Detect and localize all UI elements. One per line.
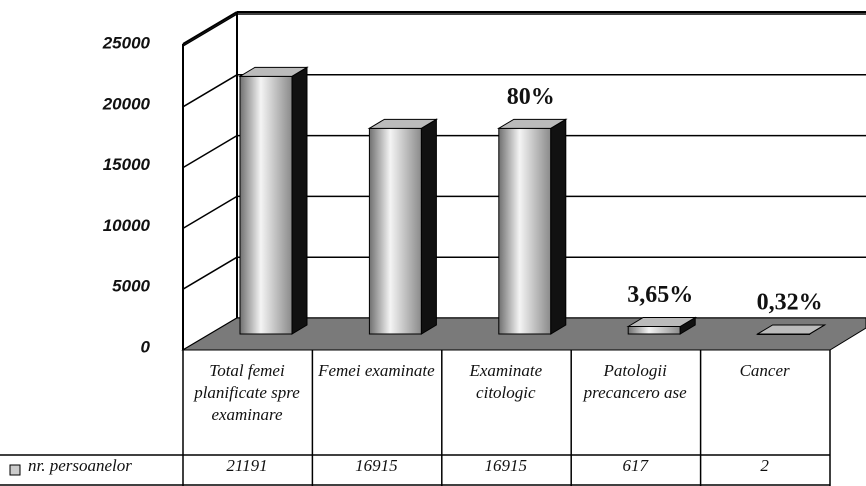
- annotation: 80%: [507, 84, 555, 110]
- bar-side: [550, 118, 567, 335]
- y-tick-label: 20000: [102, 94, 151, 113]
- category-label: Femei examinate: [318, 361, 435, 380]
- table-value: 617: [622, 456, 648, 475]
- bar-top: [238, 66, 309, 77]
- bar: [367, 118, 439, 335]
- annotation: 0,32%: [757, 289, 823, 315]
- grid-line: [182, 13, 238, 47]
- bar-front: [239, 75, 293, 335]
- category-label: Total femei planificate spre examinare: [194, 361, 300, 424]
- bar: [755, 324, 827, 335]
- category-label: Patologii precancero ase: [583, 361, 687, 402]
- bar-side: [291, 66, 308, 335]
- y-tick-label: 15000: [103, 155, 151, 174]
- bar-side: [420, 118, 437, 335]
- grid-line: [182, 256, 238, 290]
- grid-line: [182, 195, 238, 230]
- bar-top: [367, 118, 439, 129]
- table-value: 16915: [355, 456, 398, 475]
- legend-label: nr. persoanelor: [28, 456, 132, 475]
- bar: [626, 316, 698, 335]
- grid-line: [182, 74, 238, 108]
- table-value: 2: [760, 456, 769, 475]
- grid-line: [182, 134, 238, 169]
- category-label: Examinate citologic: [469, 361, 543, 402]
- legend-swatch: [9, 464, 21, 476]
- side-wall-top: [182, 11, 238, 45]
- bar-top: [626, 316, 698, 327]
- bar-front: [627, 325, 681, 335]
- y-tick-label: 5000: [112, 277, 150, 296]
- y-tick-label: 25000: [102, 33, 151, 52]
- bar-front: [368, 127, 422, 335]
- data-table: [0, 350, 831, 486]
- bar-top: [496, 118, 568, 129]
- y-tick-label: 0: [141, 337, 151, 356]
- table-value: 16915: [484, 456, 528, 475]
- bar-front: [498, 127, 552, 335]
- y-tick-label: 10000: [103, 216, 151, 235]
- bar: [496, 118, 568, 335]
- annotation: 3,65%: [627, 282, 693, 308]
- table-value: 21191: [226, 456, 268, 475]
- bar-top: [755, 324, 827, 335]
- category-label: Cancer: [739, 361, 790, 380]
- bar: [238, 66, 309, 335]
